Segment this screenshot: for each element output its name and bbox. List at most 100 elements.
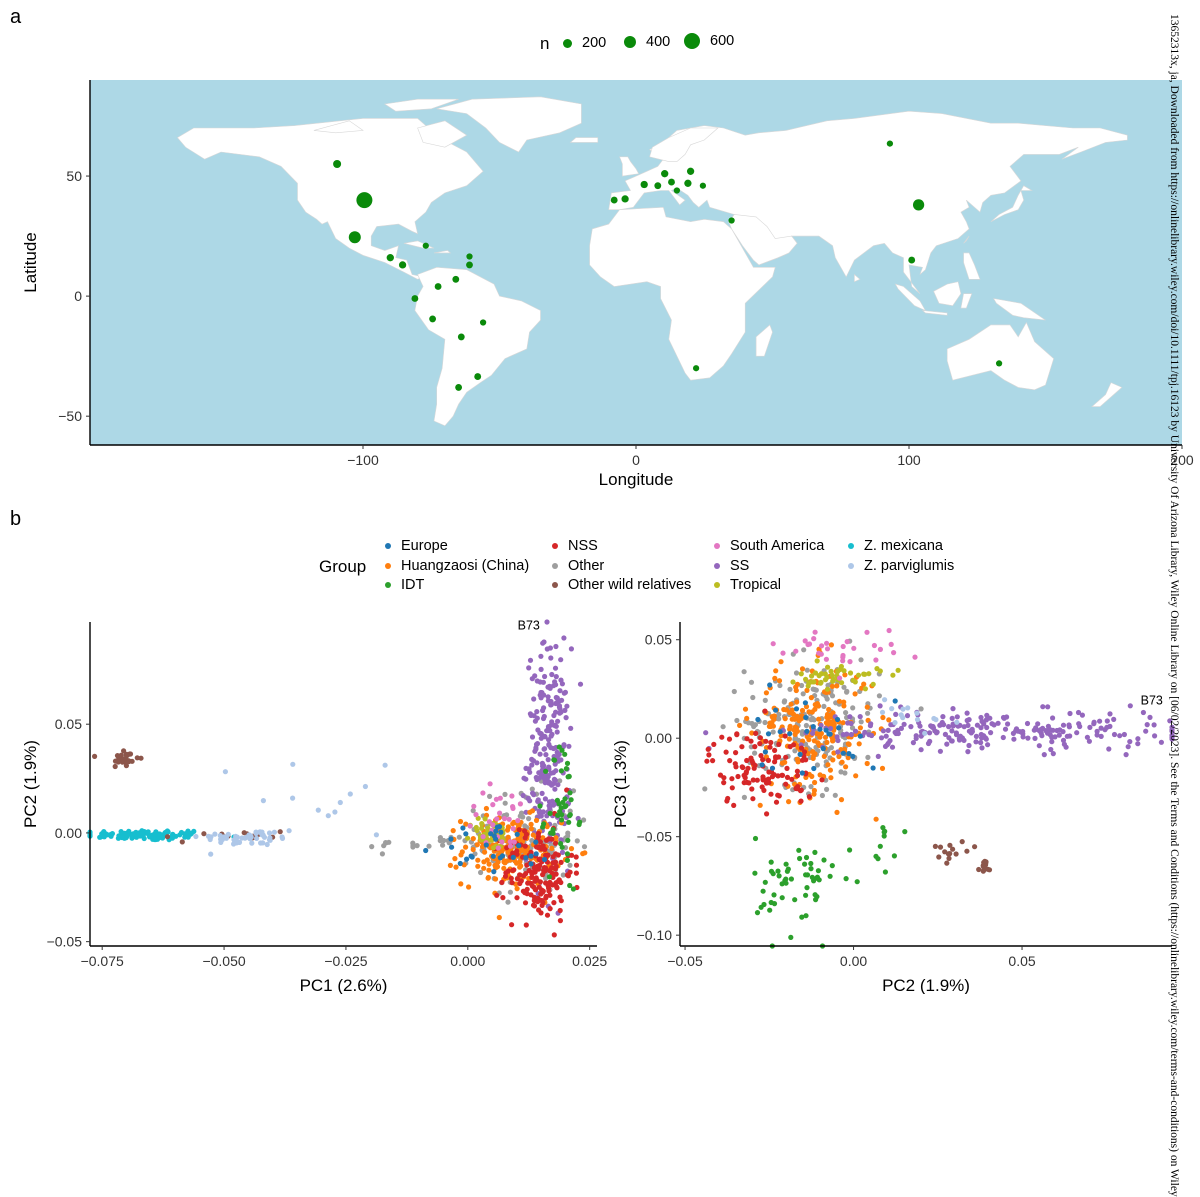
pca2-point-huangzaosi <box>778 659 784 665</box>
pca2-point-idt <box>752 835 759 842</box>
pca2-point-idt <box>782 878 788 884</box>
pca2-point-ss <box>883 733 889 739</box>
map-sample-point <box>386 254 394 262</box>
pca1-point-ss <box>553 643 559 650</box>
pca2-point-europe <box>773 707 779 713</box>
landmass-scandinavia <box>649 127 719 162</box>
pca2-point-idt <box>768 859 774 865</box>
pca1-point-mexicana <box>101 829 107 835</box>
pca1-point-southamerica <box>511 839 517 845</box>
pca1-point-mexicana <box>129 835 135 841</box>
pca2-point-other <box>801 647 807 653</box>
pca2-point-southamerica <box>864 629 870 635</box>
pca2-point-huangzaosi <box>831 750 837 756</box>
pca2-point-nss <box>775 773 781 779</box>
pca2-point-huangzaosi <box>794 713 800 719</box>
pca1-point-ss <box>529 756 535 763</box>
pca2-annotation-b73: B73 <box>1141 694 1163 708</box>
pca2-point-idt <box>882 869 889 875</box>
pca1-point-idt <box>556 801 562 807</box>
pca1-point-huangzaosi <box>482 849 488 855</box>
pca1-point-mexicana <box>153 829 159 835</box>
pca1-point-tropical <box>474 827 480 834</box>
pca2-point-huangzaosi <box>769 714 775 720</box>
pca1-point-ss <box>532 673 538 679</box>
landmass-new-zealand <box>1091 382 1123 407</box>
size-legend-item: 200 <box>563 35 606 51</box>
pca1-point-nss <box>543 837 550 843</box>
legend-item-huangzaosi: Huangzaosi (China) <box>385 558 529 574</box>
map-sample-point <box>886 140 894 147</box>
pca2-point-tropical <box>895 667 901 673</box>
size-legend-label: 200 <box>582 35 607 51</box>
pca1-point-nss <box>558 879 564 886</box>
pca2-point-other <box>787 686 793 692</box>
pca1-point-nss <box>529 874 535 881</box>
figure-canvas: −100 0 100 200 −50 0 50 Longitude Latitude −0.07… <box>21 80 1194 994</box>
pca1-point-parviglumis <box>325 813 331 819</box>
landmass-baffin <box>417 120 468 148</box>
pca1-point-huangzaosi <box>453 864 459 870</box>
pca2-point-nss <box>706 752 712 758</box>
pca2-point-europe <box>777 729 783 735</box>
pca2-point-southamerica <box>844 639 850 645</box>
pca1-point-ss <box>526 665 532 671</box>
pca1-point-southamerica <box>490 802 496 808</box>
pca2-point-ss <box>978 740 984 746</box>
pca2-point-ss <box>1024 720 1031 727</box>
pca2-point-nss <box>767 744 773 750</box>
pca2-point-huangzaosi <box>830 757 836 763</box>
pca2-point-ss <box>1075 709 1082 716</box>
pca1-point-idt <box>559 817 565 823</box>
pca1-point-parviglumis <box>254 835 260 842</box>
pca1-point-parviglumis <box>193 833 199 840</box>
pca2-point-other <box>850 705 856 711</box>
pca1-point-nss <box>538 910 544 916</box>
pca2-point-ss <box>988 730 994 736</box>
pca2-point-tropical <box>825 664 831 670</box>
pca1-point-other <box>502 800 508 806</box>
pca1-point-ss <box>542 776 548 783</box>
pca1-point-southamerica <box>493 796 499 802</box>
pca2-point-ss <box>1121 731 1127 738</box>
pca2-point-idt <box>799 914 805 920</box>
pca2-point-nss <box>772 747 778 754</box>
pca1-point-mexicana <box>145 829 151 835</box>
pca1-point-nss <box>508 875 514 881</box>
pca1-point-nss <box>494 892 500 898</box>
landmass-greenland <box>436 96 582 153</box>
pca1-point-europe <box>498 829 504 835</box>
pca1-point-mexicana <box>133 834 140 840</box>
pca1-point-ss <box>529 734 536 740</box>
pca2-point-other <box>751 723 757 730</box>
pca2-point-huangzaosi <box>772 675 778 682</box>
pca-plot-pc1-pc2: −0.075 −0.050 −0.025 0.000 0.025 −0.05 0.00 0.0… <box>21 619 607 994</box>
pca2-point-parviglumis <box>882 697 888 703</box>
pca1-point-ss <box>538 653 544 659</box>
pca2-point-huangzaosi <box>782 716 788 722</box>
pca2-point-other <box>808 784 814 790</box>
pca2-x-tick-label: −0.05 <box>667 953 703 969</box>
pca1-point-parviglumis <box>212 831 218 837</box>
pca1-point-nss <box>520 888 527 894</box>
pca2-point-nss <box>806 794 813 800</box>
pca1-point-idt <box>567 813 573 819</box>
pca1-point-huangzaosi <box>458 852 464 858</box>
pca1-point-otherwild <box>92 753 98 760</box>
pca2-point-other <box>777 682 783 689</box>
pca2-point-nss <box>787 744 793 750</box>
pca2-point-ss <box>979 718 985 725</box>
pca1-point-ss <box>547 685 553 691</box>
pca2-point-idt <box>877 843 883 849</box>
pca1-point-huangzaosi <box>486 867 492 873</box>
legend-label: SS <box>730 557 750 574</box>
pca1-point-ss <box>534 678 540 684</box>
map-sample-point <box>912 199 925 211</box>
pca2-point-tropical <box>790 679 796 685</box>
pca1-point-ss <box>552 679 558 685</box>
pca2-point-idt <box>770 871 776 877</box>
landmass-ellesmere <box>383 98 459 112</box>
pca2-point-idt <box>776 873 782 879</box>
pca2-point-ss <box>1064 733 1070 739</box>
pca2-point-ss <box>961 724 967 730</box>
